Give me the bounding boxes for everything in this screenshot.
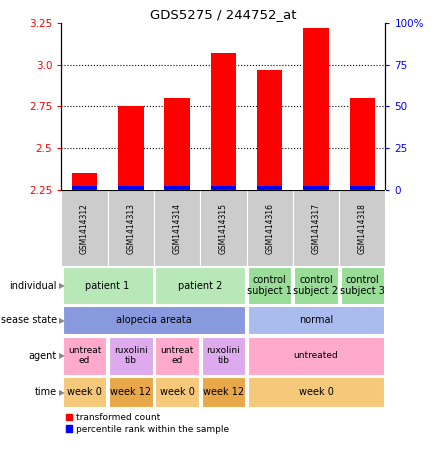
Bar [118,106,144,190]
Text: GSM1414316: GSM1414316 [265,203,274,254]
Bar [109,337,152,375]
Bar [63,267,152,304]
Bar [257,187,283,190]
Text: individual: individual [10,280,57,290]
Text: untreated: untreated [293,351,339,360]
Text: untreat
ed: untreat ed [160,346,194,365]
Text: alopecia areata: alopecia areata [116,315,192,325]
Text: control
subject 3: control subject 3 [340,275,385,296]
Bar [109,377,152,407]
Bar [248,337,384,375]
Text: week 0: week 0 [67,387,102,397]
Bar [211,187,236,190]
Bar [72,187,97,190]
Text: week 12: week 12 [110,387,152,397]
Text: GSM1414312: GSM1414312 [80,203,89,254]
Bar [248,306,384,334]
Text: agent: agent [29,351,57,361]
Bar [340,267,384,304]
Text: time: time [35,387,57,397]
Text: GSM1414317: GSM1414317 [311,203,321,254]
Bar [108,190,154,266]
Bar [154,190,200,266]
Bar [293,190,339,266]
Text: GSM1414313: GSM1414313 [126,203,135,254]
Text: ruxolini
tib: ruxolini tib [114,346,148,365]
Text: week 0: week 0 [299,387,333,397]
Text: week 12: week 12 [203,387,244,397]
Text: control
subject 2: control subject 2 [293,275,339,296]
Text: patient 2: patient 2 [178,280,223,290]
Text: normal: normal [299,315,333,325]
Bar [63,377,106,407]
Bar [201,337,245,375]
Text: untreat
ed: untreat ed [68,346,101,365]
Text: control
subject 1: control subject 1 [247,275,292,296]
Bar [200,190,247,266]
Text: ▶: ▶ [59,351,65,360]
Bar [155,267,245,304]
Title: GDS5275 / 244752_at: GDS5275 / 244752_at [150,9,297,21]
Bar [257,70,283,190]
Bar [247,190,293,266]
Text: ▶: ▶ [59,316,65,325]
Legend: transformed count, percentile rank within the sample: transformed count, percentile rank withi… [66,413,229,434]
Text: disease state: disease state [0,315,57,325]
Bar [303,187,328,190]
Bar [155,377,199,407]
Bar [350,187,375,190]
Text: GSM1414314: GSM1414314 [173,203,182,254]
Bar [155,337,199,375]
Text: ruxolini
tib: ruxolini tib [206,346,240,365]
Text: ▶: ▶ [59,388,65,397]
Text: week 0: week 0 [159,387,194,397]
Bar [63,337,106,375]
Bar [164,98,190,190]
Bar [303,28,328,190]
Bar [201,377,245,407]
Bar [350,98,375,190]
Bar [339,190,385,266]
Bar [248,377,384,407]
Bar [248,267,291,304]
Bar [72,173,97,190]
Bar [63,306,245,334]
Bar [211,53,236,190]
Bar [164,187,190,190]
Text: GSM1414315: GSM1414315 [219,203,228,254]
Text: patient 1: patient 1 [85,280,130,290]
Text: ▶: ▶ [59,281,65,290]
Bar [118,187,144,190]
Text: GSM1414318: GSM1414318 [358,203,367,254]
Bar [61,190,108,266]
Bar [294,267,338,304]
